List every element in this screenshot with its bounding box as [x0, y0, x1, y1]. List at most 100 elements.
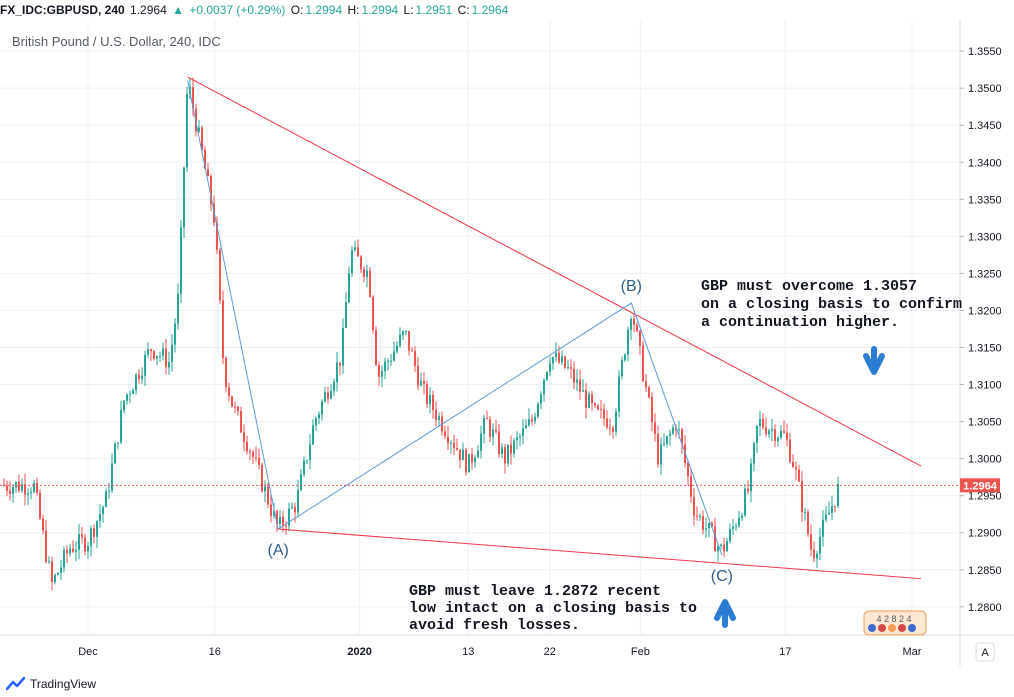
candle-body — [69, 548, 71, 554]
change-arrow-icon: ▲ — [172, 3, 184, 17]
candle-body — [663, 443, 665, 445]
candle-body — [354, 247, 356, 251]
candle-body — [294, 506, 296, 513]
candle-body — [21, 484, 23, 491]
close-label: C: — [457, 3, 470, 17]
candle-body — [807, 511, 809, 535]
candle-body — [24, 484, 26, 495]
candle-body — [501, 447, 503, 455]
candle-body — [510, 444, 512, 454]
candle-body — [273, 511, 275, 516]
candle-body — [111, 463, 113, 491]
y-axis: 1.3550 1.3500 1.3450 1.3400 1.3350 1.3300 1.32… — [960, 46, 1002, 614]
candle-body — [33, 482, 35, 492]
y-tick-label: 1.3000 — [968, 454, 1002, 466]
candle-body — [711, 523, 713, 527]
candle-body — [450, 442, 452, 444]
candle-body — [474, 457, 476, 463]
chart-area[interactable]: 1.3550 1.3500 1.3450 1.3400 1.3350 1.3300 1.32… — [0, 20, 1014, 666]
candle-body — [504, 447, 506, 464]
candle-body — [405, 330, 407, 332]
annotation-bottom-line-2: low intact on a closing basis to — [409, 600, 697, 617]
y-tick-label: 1.2900 — [968, 528, 1002, 540]
candle-body — [774, 428, 776, 442]
candle-body — [264, 486, 266, 492]
candle-body — [561, 356, 563, 363]
candle-body — [558, 352, 560, 363]
symbol-name[interactable]: FX_IDC:GBPUSD, 240 — [0, 3, 125, 17]
candle-body — [600, 409, 602, 411]
tradingview-logo-icon[interactable] — [6, 677, 26, 691]
trendline-lower — [278, 528, 922, 580]
candle-body — [42, 518, 44, 531]
y-tick-label: 1.3150 — [968, 343, 1002, 355]
tradingview-brand[interactable]: TradingView — [30, 677, 97, 691]
candle-body — [129, 393, 131, 395]
candle-body — [411, 350, 413, 352]
candle-body — [582, 390, 584, 392]
candle-body — [228, 387, 230, 397]
candle-body — [30, 491, 32, 494]
y-tick-label: 1.3500 — [968, 83, 1002, 95]
candle-body — [87, 546, 89, 552]
candle-body — [408, 330, 410, 351]
candle-body — [297, 490, 299, 513]
candle-body — [78, 534, 80, 550]
candle-body — [360, 256, 362, 270]
candle-body — [585, 390, 587, 408]
candle-body — [414, 351, 416, 366]
arrow-up-icon — [714, 599, 736, 628]
candle-body — [591, 394, 593, 404]
candle-body — [699, 515, 701, 517]
candle-body — [480, 433, 482, 451]
candle-body — [738, 517, 740, 526]
candle-body — [486, 418, 488, 420]
candle-body — [258, 457, 260, 465]
candle-body — [261, 464, 263, 492]
candle-body — [651, 397, 653, 423]
candle-body — [312, 425, 314, 445]
candle-body — [726, 540, 728, 552]
candle-body — [207, 169, 209, 177]
candle-body — [369, 270, 371, 297]
candle-body — [171, 344, 173, 362]
candle-body — [528, 419, 530, 426]
trendlines — [187, 76, 922, 580]
auto-scale-button[interactable]: A — [975, 642, 995, 662]
candle-body — [132, 390, 134, 394]
candle-body — [57, 572, 59, 575]
candle-body — [162, 348, 164, 356]
candle-body — [546, 371, 548, 380]
candle-body — [267, 486, 269, 505]
candle-body — [594, 403, 596, 406]
candle-body — [804, 511, 806, 513]
candle-body — [564, 356, 566, 368]
candle-body — [837, 483, 839, 507]
candle-body — [276, 511, 278, 524]
candle-body — [489, 419, 491, 437]
candle-body — [429, 394, 431, 405]
candle-body — [498, 431, 500, 455]
last-price: 1.2964 — [130, 3, 167, 17]
candle-body — [237, 406, 239, 412]
candle-body — [6, 485, 8, 491]
candle-body — [816, 553, 818, 559]
candle-body — [615, 411, 617, 432]
y-tick-label: 1.3250 — [968, 268, 1002, 280]
candle-body — [216, 222, 218, 250]
candle-body — [717, 546, 719, 552]
x-tick-label: 17 — [779, 646, 791, 658]
price-chart[interactable]: 1.3550 1.3500 1.3450 1.3400 1.3350 1.3300 1.32… — [0, 20, 1014, 666]
candle-body — [372, 296, 374, 331]
candle-body — [444, 431, 446, 437]
candle-body — [327, 392, 329, 399]
candle-body — [792, 461, 794, 467]
candle-body — [660, 444, 662, 465]
wave-points: (A) (B) (C) — [267, 278, 732, 585]
candle-body — [186, 93, 188, 168]
candle-body — [105, 491, 107, 508]
candles — [3, 77, 839, 591]
candle-body — [357, 247, 359, 257]
events-flag-icon[interactable]: 4 2 8 2 4 — [863, 610, 927, 636]
zigzag — [187, 80, 723, 556]
